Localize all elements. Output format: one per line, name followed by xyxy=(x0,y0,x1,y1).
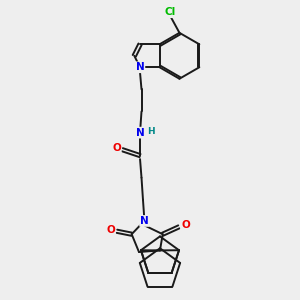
Text: N: N xyxy=(140,216,149,226)
Text: O: O xyxy=(181,220,190,230)
Text: H: H xyxy=(147,127,155,136)
Text: N: N xyxy=(136,128,144,138)
Text: Cl: Cl xyxy=(165,7,176,17)
Text: N: N xyxy=(136,62,144,72)
Text: O: O xyxy=(106,225,115,235)
Text: O: O xyxy=(112,143,121,153)
